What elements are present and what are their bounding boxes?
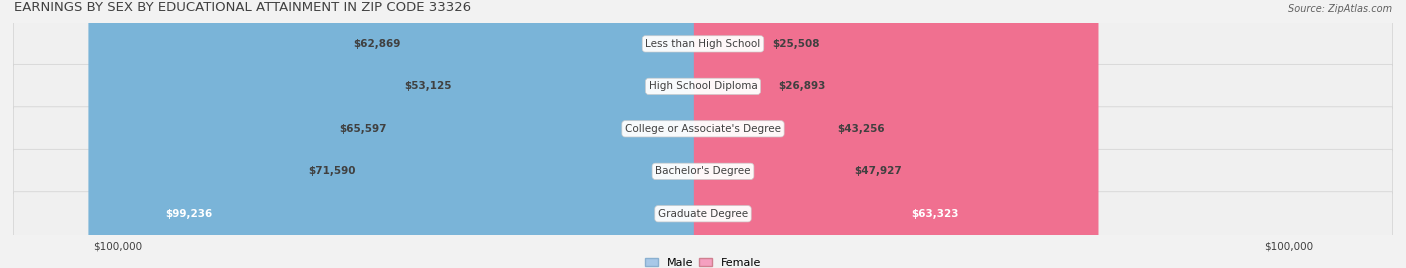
FancyBboxPatch shape bbox=[693, 0, 1098, 268]
FancyBboxPatch shape bbox=[257, 0, 713, 268]
Text: $62,869: $62,869 bbox=[353, 39, 401, 49]
Text: Source: ZipAtlas.com: Source: ZipAtlas.com bbox=[1288, 4, 1392, 14]
Text: $53,125: $53,125 bbox=[404, 81, 451, 91]
Legend: Male, Female: Male, Female bbox=[644, 258, 762, 268]
FancyBboxPatch shape bbox=[693, 0, 976, 268]
FancyBboxPatch shape bbox=[370, 0, 713, 268]
Text: Bachelor's Degree: Bachelor's Degree bbox=[655, 166, 751, 176]
Text: College or Associate's Degree: College or Associate's Degree bbox=[626, 124, 780, 134]
Text: High School Diploma: High School Diploma bbox=[648, 81, 758, 91]
Text: $71,590: $71,590 bbox=[308, 166, 356, 176]
FancyBboxPatch shape bbox=[294, 0, 713, 268]
Text: Less than High School: Less than High School bbox=[645, 39, 761, 49]
Text: $63,323: $63,323 bbox=[911, 209, 959, 219]
Text: $25,508: $25,508 bbox=[773, 39, 820, 49]
Text: Graduate Degree: Graduate Degree bbox=[658, 209, 748, 219]
Text: $26,893: $26,893 bbox=[778, 81, 825, 91]
Text: $99,236: $99,236 bbox=[165, 209, 212, 219]
Text: $47,927: $47,927 bbox=[855, 166, 903, 176]
FancyBboxPatch shape bbox=[14, 64, 1392, 108]
FancyBboxPatch shape bbox=[14, 107, 1392, 151]
FancyBboxPatch shape bbox=[693, 0, 1004, 268]
FancyBboxPatch shape bbox=[14, 149, 1392, 193]
Text: $65,597: $65,597 bbox=[339, 124, 387, 134]
FancyBboxPatch shape bbox=[14, 22, 1392, 66]
FancyBboxPatch shape bbox=[311, 0, 713, 268]
FancyBboxPatch shape bbox=[693, 0, 876, 268]
Text: EARNINGS BY SEX BY EDUCATIONAL ATTAINMENT IN ZIP CODE 33326: EARNINGS BY SEX BY EDUCATIONAL ATTAINMEN… bbox=[14, 1, 471, 14]
FancyBboxPatch shape bbox=[693, 0, 868, 268]
FancyBboxPatch shape bbox=[14, 192, 1392, 236]
Text: $100,000: $100,000 bbox=[93, 241, 142, 251]
FancyBboxPatch shape bbox=[89, 0, 713, 268]
Text: $100,000: $100,000 bbox=[1264, 241, 1313, 251]
Text: $43,256: $43,256 bbox=[838, 124, 886, 134]
